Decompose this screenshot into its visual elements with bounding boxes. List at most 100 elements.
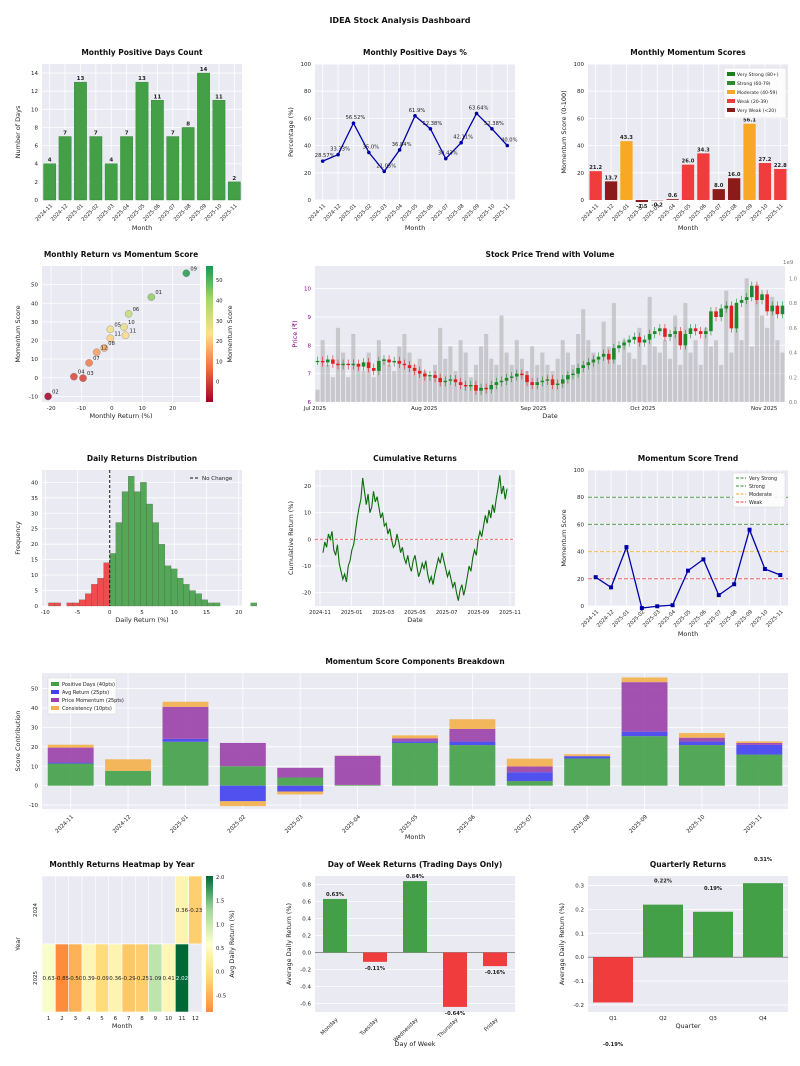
volume-bar: [642, 364, 647, 402]
volume-bar: [478, 346, 484, 402]
volume-bar: [412, 364, 417, 402]
y-tick-label: 2: [35, 180, 39, 186]
bar: [212, 100, 226, 201]
histogram-bar: [201, 599, 208, 607]
stacked-bar-segment: [392, 738, 438, 742]
chart-title: Cumulative Returns: [373, 454, 457, 463]
heatmap-label: 1.09: [149, 976, 162, 982]
legend-label: Very Strong: [749, 476, 777, 482]
candle-body: [658, 328, 662, 332]
scatter-point: [121, 331, 130, 340]
scatter-point: [92, 348, 101, 357]
candle-body: [770, 305, 775, 312]
x-axis-label: Month: [112, 1022, 132, 1030]
volume-bar: [519, 358, 524, 402]
histogram-bar: [97, 578, 104, 607]
stacked-bar-segment: [449, 745, 496, 786]
stacked-bar-segment: [105, 759, 152, 771]
stacked-bar-segment: [506, 772, 553, 782]
heatmap-empty-cell: [188, 943, 203, 1013]
y-tick-label: 100: [301, 62, 312, 68]
histogram-bar: [250, 602, 257, 607]
y-tick-label: -10: [29, 394, 38, 400]
legend-label: No Change: [202, 476, 233, 482]
heatmap-empty-cell: [161, 875, 176, 945]
volume-bar: [453, 371, 458, 402]
data-point: [639, 606, 644, 611]
bar: [483, 952, 507, 967]
data-label: 21.05%: [376, 163, 396, 169]
point-label: 05: [114, 322, 121, 328]
x-tick-label: 11: [179, 1016, 186, 1022]
stacked-bar-segment: [162, 741, 209, 786]
dashboard-title: IDEA Stock Analysis Dashboard: [329, 16, 471, 25]
volume-bar: [765, 327, 770, 402]
candle-body: [469, 385, 473, 387]
legend-swatch: [51, 706, 59, 710]
volume-exponent: 1e9: [783, 260, 794, 266]
stacked-bar-segment: [162, 738, 209, 742]
x-tick-label: 0: [108, 610, 112, 616]
candle-body: [387, 359, 391, 363]
colorbar-tick: -0.5: [216, 993, 226, 999]
bar: [693, 911, 733, 958]
y-tick-label: 0: [35, 198, 39, 204]
y-tick-label: 10: [31, 107, 38, 113]
legend-swatch: [727, 108, 735, 112]
x-axis-label: Month: [132, 224, 152, 232]
bar: [363, 952, 387, 962]
colorbar: [206, 266, 213, 402]
volume-bar: [320, 340, 325, 402]
bar: [43, 163, 57, 201]
candle-body: [627, 339, 631, 343]
stacked-bar-segment: [219, 766, 266, 786]
x-tick-label: 5: [100, 1016, 104, 1022]
stacked-bar-segment: [277, 767, 324, 778]
y-axis-label: Momentum Score (0-100): [560, 90, 568, 173]
x-tick-label: 2025-11: [743, 814, 763, 834]
data-point: [459, 140, 463, 145]
colorbar-tick: 30: [216, 319, 223, 325]
y-tick-label: 0: [581, 604, 585, 610]
stacked-bar-segment: [47, 747, 94, 763]
volume-bar: [703, 327, 708, 402]
stacked-bar-segment: [334, 784, 381, 786]
data-label: 2: [232, 176, 236, 182]
x-tick-label: 2025-03: [372, 610, 394, 616]
x-axis-label: Month: [678, 630, 698, 638]
point-label: 12: [101, 345, 108, 351]
data-label: 8.0: [714, 183, 724, 189]
volume-tick: 0.4: [789, 351, 797, 357]
y-tick-label: 10: [31, 357, 38, 363]
data-label: 11: [154, 94, 162, 100]
y-tick-label: 40: [304, 144, 311, 150]
point-label: 01: [155, 290, 162, 296]
candle-body: [642, 339, 647, 343]
candle-body: [331, 359, 335, 364]
candle-body: [371, 368, 376, 371]
y-tick-label: 80: [304, 89, 311, 95]
candle-body: [494, 382, 499, 385]
bar: [635, 200, 648, 203]
legend-label: Very Strong (80+): [737, 72, 779, 78]
x-tick-label: Aug 2025: [411, 406, 438, 412]
data-point: [413, 114, 417, 118]
heatmap-label: -0.50: [68, 976, 83, 982]
volume-bar: [381, 358, 387, 402]
y-tick-label: 8: [308, 343, 312, 349]
volume-bar: [433, 364, 438, 402]
y-tick-label: 6: [308, 400, 312, 406]
data-label: 43.3: [620, 135, 633, 141]
candle-body: [637, 336, 642, 343]
heatmap-label: -0.25: [135, 976, 150, 982]
x-tick-label: Nov 2025: [751, 406, 778, 412]
volume-bar: [570, 364, 576, 402]
x-tick-label: 2024-11: [55, 814, 75, 834]
candle-body: [734, 302, 739, 329]
y-tick-label: 25: [31, 527, 38, 533]
data-point: [505, 143, 510, 148]
y-tick-label: 10: [31, 764, 38, 770]
volume-bar: [693, 340, 698, 402]
candle-body: [668, 334, 672, 337]
